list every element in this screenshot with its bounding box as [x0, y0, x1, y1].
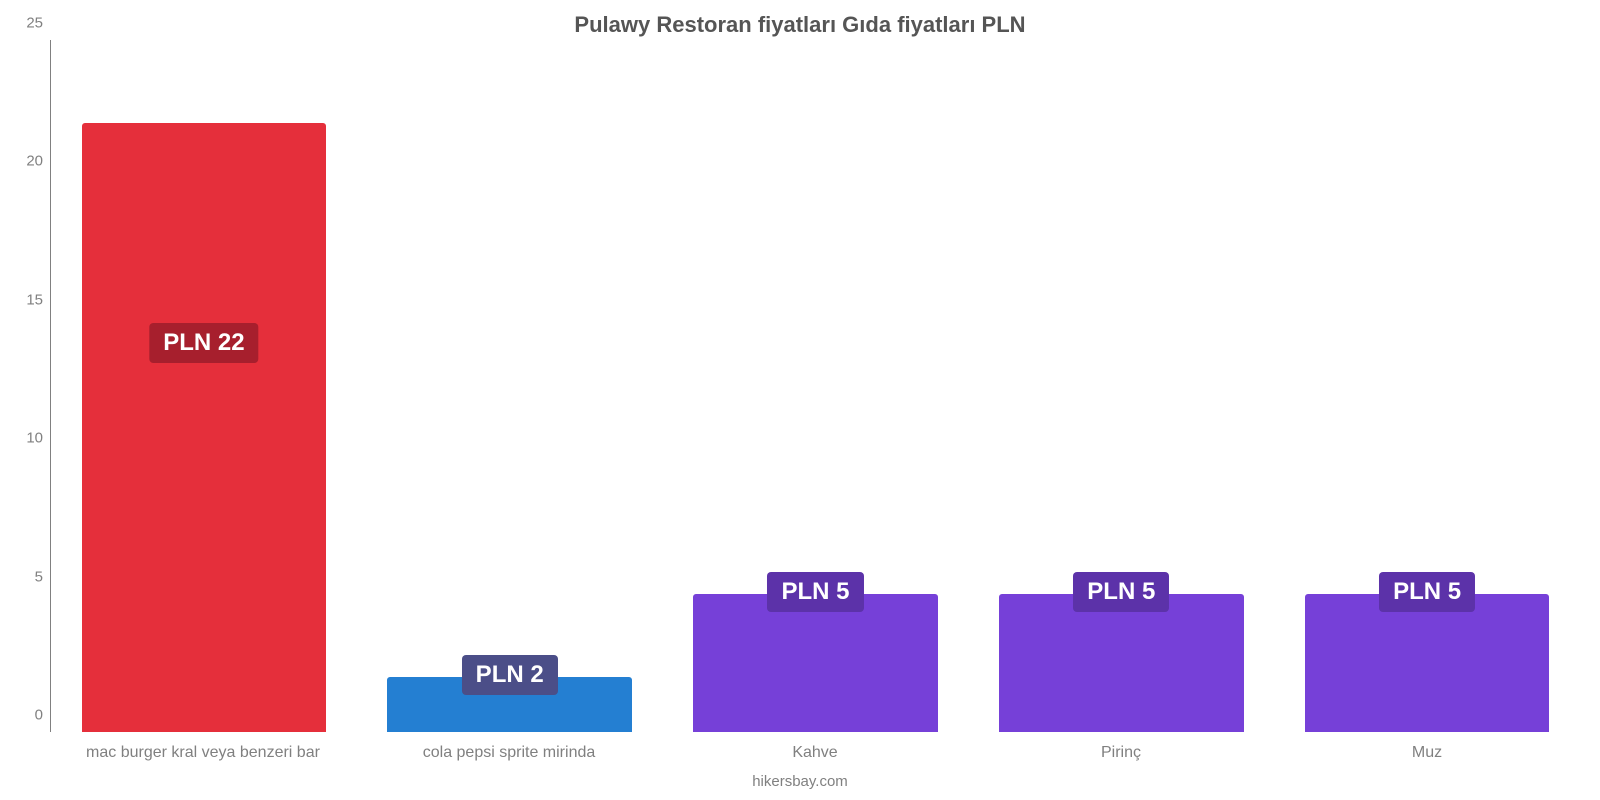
- value-badge: PLN 22: [149, 323, 258, 363]
- bar-slot: PLN 5: [1274, 40, 1580, 732]
- y-tick-label: 5: [35, 568, 43, 585]
- bar-slot: PLN 5: [663, 40, 969, 732]
- value-badge: PLN 2: [462, 655, 558, 695]
- value-badge: PLN 5: [1379, 572, 1475, 612]
- y-tick-label: 20: [26, 153, 43, 170]
- chart-title: Pulawy Restoran fiyatları Gıda fiyatları…: [0, 12, 1600, 38]
- bar: PLN 5: [1305, 594, 1550, 732]
- price-bar-chart: Pulawy Restoran fiyatları Gıda fiyatları…: [0, 0, 1600, 800]
- x-category-label: Pirinç: [968, 744, 1274, 762]
- bar-slot: PLN 5: [968, 40, 1274, 732]
- bars-row: PLN 22PLN 2PLN 5PLN 5PLN 5: [51, 40, 1580, 732]
- x-axis-labels: mac burger kral veya benzeri barcola pep…: [50, 744, 1580, 762]
- bar: PLN 2: [387, 677, 632, 732]
- x-category-label: mac burger kral veya benzeri bar: [50, 744, 356, 762]
- y-tick-label: 0: [35, 707, 43, 724]
- y-tick-label: 10: [26, 430, 43, 447]
- plot-area: 0510152025 PLN 22PLN 2PLN 5PLN 5PLN 5: [50, 40, 1580, 732]
- bar: PLN 5: [693, 594, 938, 732]
- value-badge: PLN 5: [767, 572, 863, 612]
- bar: PLN 5: [999, 594, 1244, 732]
- x-category-label: Kahve: [662, 744, 968, 762]
- x-category-label: Muz: [1274, 744, 1580, 762]
- bar: PLN 22: [82, 123, 327, 732]
- footer-caption: hikersbay.com: [0, 773, 1600, 790]
- bar-slot: PLN 22: [51, 40, 357, 732]
- y-tick-label: 25: [26, 15, 43, 32]
- x-category-label: cola pepsi sprite mirinda: [356, 744, 662, 762]
- value-badge: PLN 5: [1073, 572, 1169, 612]
- bar-slot: PLN 2: [357, 40, 663, 732]
- y-tick-label: 15: [26, 291, 43, 308]
